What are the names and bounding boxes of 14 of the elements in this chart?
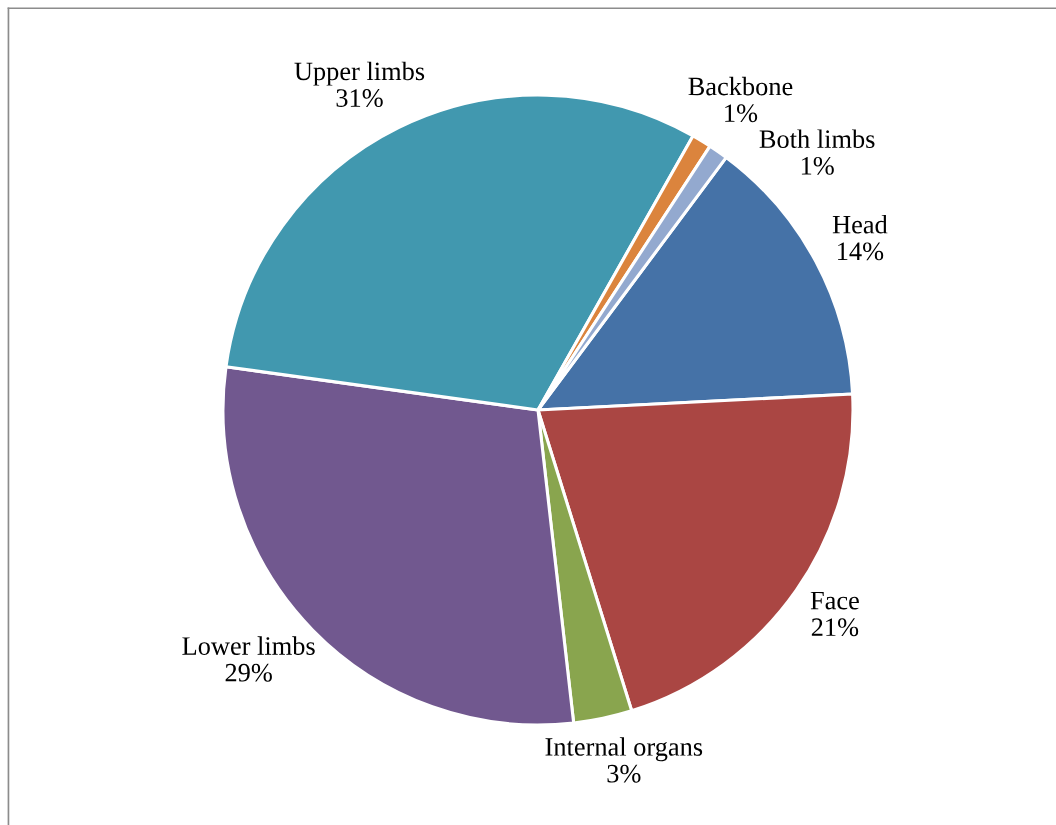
slice-label: Lower limbs bbox=[182, 636, 315, 655]
data-label: 31% bbox=[336, 89, 383, 107]
data-label: 3% bbox=[607, 764, 641, 783]
data-label: 29% bbox=[225, 663, 272, 682]
data-label: 14% bbox=[838, 242, 884, 261]
slice-label: Both limbs bbox=[759, 129, 875, 149]
slice-label: Backbone bbox=[688, 76, 793, 96]
slice-label: Internal organs bbox=[545, 737, 703, 762]
slice-label: Head bbox=[832, 214, 888, 234]
data-label: 21% bbox=[811, 618, 859, 637]
data-label: 1% bbox=[725, 104, 758, 123]
data-label: 1% bbox=[801, 156, 834, 175]
slice-label: Upper limbs bbox=[294, 61, 425, 86]
slice-label: Face bbox=[810, 591, 859, 610]
